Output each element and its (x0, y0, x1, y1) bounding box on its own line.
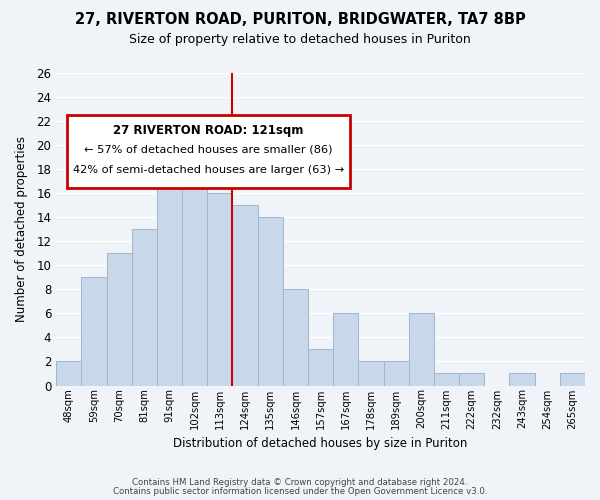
Text: Size of property relative to detached houses in Puriton: Size of property relative to detached ho… (129, 32, 471, 46)
Bar (434, 374, 459, 386)
Bar (283, 289, 308, 386)
Bar (207, 193, 232, 386)
Text: Contains HM Land Registry data © Crown copyright and database right 2024.: Contains HM Land Registry data © Crown c… (132, 478, 468, 487)
Bar (232, 205, 257, 386)
Bar (560, 374, 585, 386)
Text: Contains public sector information licensed under the Open Government Licence v3: Contains public sector information licen… (113, 487, 487, 496)
Bar (257, 217, 283, 386)
Bar (383, 362, 409, 386)
Bar (409, 314, 434, 386)
Bar (157, 144, 182, 386)
X-axis label: Distribution of detached houses by size in Puriton: Distribution of detached houses by size … (173, 437, 468, 450)
Bar (308, 350, 333, 386)
Y-axis label: Number of detached properties: Number of detached properties (15, 136, 28, 322)
Text: 27, RIVERTON ROAD, PURITON, BRIDGWATER, TA7 8BP: 27, RIVERTON ROAD, PURITON, BRIDGWATER, … (74, 12, 526, 28)
Bar (82, 277, 107, 386)
Text: ← 57% of detached houses are smaller (86): ← 57% of detached houses are smaller (86… (84, 144, 332, 154)
Bar (182, 132, 207, 386)
Bar (459, 374, 484, 386)
FancyBboxPatch shape (67, 115, 350, 188)
Bar (333, 314, 358, 386)
Text: 27 RIVERTON ROAD: 121sqm: 27 RIVERTON ROAD: 121sqm (113, 124, 304, 137)
Bar (107, 253, 132, 386)
Bar (132, 229, 157, 386)
Bar (56, 362, 82, 386)
Bar (358, 362, 383, 386)
Bar (509, 374, 535, 386)
Text: 42% of semi-detached houses are larger (63) →: 42% of semi-detached houses are larger (… (73, 165, 344, 175)
